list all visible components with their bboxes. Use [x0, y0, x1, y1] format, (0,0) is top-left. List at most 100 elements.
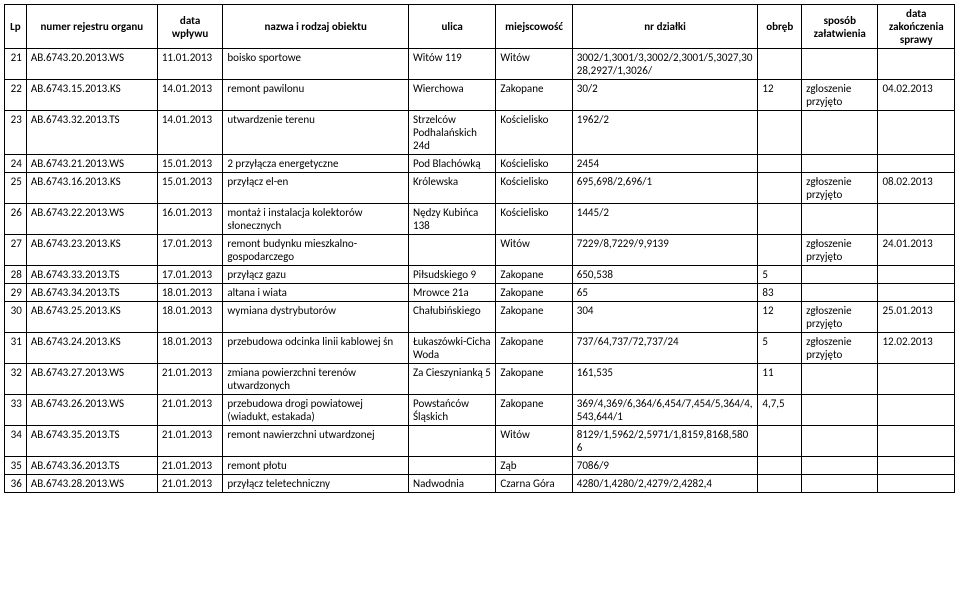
cell-dzialka: 3002/1,3001/3,3002/2,3001/5,3027,3028,29… — [572, 49, 758, 80]
cell-obreb: 12 — [758, 302, 802, 333]
col-data-zakonczenia: data zakończenia sprawy — [878, 5, 955, 49]
cell-nazwa: remont pawilonu — [223, 80, 409, 111]
cell-obreb — [758, 155, 802, 173]
registry-table: Lp numer rejestru organu data wpływu naz… — [4, 4, 955, 493]
cell-nr: AB.6743.36.2013.TS — [26, 457, 157, 475]
cell-sposob: zgłoszenie przyjęto — [802, 302, 878, 333]
cell-dzialka: 1962/2 — [572, 111, 758, 155]
table-row: 34AB.6743.35.2013.TS21.01.2013remont naw… — [5, 426, 955, 457]
col-nr-dzialki: nr działki — [572, 5, 758, 49]
table-row: 29AB.6743.34.2013.TS18.01.2013altana i w… — [5, 284, 955, 302]
cell-dzialka: 30/2 — [572, 80, 758, 111]
cell-miejsc: Zakopane — [496, 395, 572, 426]
cell-lp: 27 — [5, 235, 27, 266]
cell-d2 — [878, 49, 955, 80]
cell-obreb: 83 — [758, 284, 802, 302]
cell-obreb: 12 — [758, 80, 802, 111]
cell-ulica: Powstańców Śląskich — [409, 395, 496, 426]
cell-miejsc: Kościelisko — [496, 204, 572, 235]
cell-miejsc: Zakopane — [496, 302, 572, 333]
cell-nr: AB.6743.27.2013.WS — [26, 364, 157, 395]
table-body: 21AB.6743.20.2013.WS11.01.2013boisko spo… — [5, 49, 955, 493]
cell-obreb — [758, 426, 802, 457]
cell-lp: 29 — [5, 284, 27, 302]
cell-nazwa: boisko sportowe — [223, 49, 409, 80]
cell-sposob — [802, 364, 878, 395]
cell-d1: 18.01.2013 — [157, 333, 223, 364]
cell-d2 — [878, 111, 955, 155]
cell-lp: 36 — [5, 475, 27, 493]
cell-ulica: Pod Blachówką — [409, 155, 496, 173]
table-row: 35AB.6743.36.2013.TS21.01.2013remont pło… — [5, 457, 955, 475]
cell-ulica: Piłsudskiego 9 — [409, 266, 496, 284]
cell-nazwa: 2 przyłącza energetyczne — [223, 155, 409, 173]
cell-ulica: Strzelców Podhalańskich 24d — [409, 111, 496, 155]
cell-ulica: Mrowce 21a — [409, 284, 496, 302]
cell-miejsc: Witów — [496, 235, 572, 266]
cell-d2 — [878, 426, 955, 457]
table-row: 27AB.6743.23.2013.KS17.01.2013remont bud… — [5, 235, 955, 266]
cell-d1: 15.01.2013 — [157, 173, 223, 204]
cell-d1: 21.01.2013 — [157, 475, 223, 493]
cell-miejsc: Kościelisko — [496, 155, 572, 173]
cell-obreb — [758, 49, 802, 80]
cell-nazwa: przyłącz el-en — [223, 173, 409, 204]
cell-d2 — [878, 266, 955, 284]
cell-nr: AB.6743.35.2013.TS — [26, 426, 157, 457]
cell-ulica — [409, 235, 496, 266]
cell-nr: AB.6743.25.2013.KS — [26, 302, 157, 333]
cell-lp: 28 — [5, 266, 27, 284]
col-sposob: sposób załatwienia — [802, 5, 878, 49]
cell-nazwa: altana i wiata — [223, 284, 409, 302]
cell-nazwa: montaż i instalacja kolektorów słoneczny… — [223, 204, 409, 235]
cell-nr: AB.6743.34.2013.TS — [26, 284, 157, 302]
cell-nazwa: wymiana dystrybutorów — [223, 302, 409, 333]
cell-obreb — [758, 235, 802, 266]
cell-d2: 04.02.2013 — [878, 80, 955, 111]
col-nr: numer rejestru organu — [26, 5, 157, 49]
cell-nazwa: remont płotu — [223, 457, 409, 475]
table-row: 32AB.6743.27.2013.WS21.01.2013zmiana pow… — [5, 364, 955, 395]
cell-dzialka: 4280/1,4280/2,4279/2,4282,4 — [572, 475, 758, 493]
cell-miejsc: Zakopane — [496, 266, 572, 284]
cell-obreb — [758, 475, 802, 493]
table-header: Lp numer rejestru organu data wpływu naz… — [5, 5, 955, 49]
cell-lp: 30 — [5, 302, 27, 333]
cell-d1: 18.01.2013 — [157, 284, 223, 302]
cell-obreb — [758, 111, 802, 155]
cell-lp: 32 — [5, 364, 27, 395]
cell-obreb: 11 — [758, 364, 802, 395]
table-row: 22AB.6743.15.2013.KS14.01.2013remont paw… — [5, 80, 955, 111]
cell-miejsc: Kościelisko — [496, 111, 572, 155]
cell-miejsc: Zakopane — [496, 364, 572, 395]
cell-sposob — [802, 266, 878, 284]
table-row: 33AB.6743.26.2013.WS21.01.2013przebudowa… — [5, 395, 955, 426]
cell-sposob — [802, 475, 878, 493]
cell-nazwa: remont nawierzchni utwardzonej — [223, 426, 409, 457]
cell-d2 — [878, 284, 955, 302]
cell-miejsc: Ząb — [496, 457, 572, 475]
cell-nr: AB.6743.21.2013.WS — [26, 155, 157, 173]
cell-d2 — [878, 457, 955, 475]
cell-d1: 11.01.2013 — [157, 49, 223, 80]
cell-ulica: Królewska — [409, 173, 496, 204]
cell-miejsc: Witów — [496, 49, 572, 80]
cell-nazwa: przyłącz gazu — [223, 266, 409, 284]
cell-d1: 17.01.2013 — [157, 235, 223, 266]
col-miejscowosc: miejscowość — [496, 5, 572, 49]
cell-nr: AB.6743.28.2013.WS — [26, 475, 157, 493]
cell-ulica: Łukaszówki-Cicha Woda — [409, 333, 496, 364]
cell-dzialka: 65 — [572, 284, 758, 302]
cell-nr: AB.6743.20.2013.WS — [26, 49, 157, 80]
table-row: 25AB.6743.16.2013.KS15.01.2013przyłącz e… — [5, 173, 955, 204]
col-obreb: obręb — [758, 5, 802, 49]
cell-d1: 15.01.2013 — [157, 155, 223, 173]
cell-nazwa: przebudowa drogi powiatowej (wiadukt, es… — [223, 395, 409, 426]
cell-lp: 25 — [5, 173, 27, 204]
cell-miejsc: Zakopane — [496, 284, 572, 302]
cell-ulica: Wierchowa — [409, 80, 496, 111]
cell-nr: AB.6743.22.2013.WS — [26, 204, 157, 235]
cell-d1: 21.01.2013 — [157, 457, 223, 475]
col-ulica: ulica — [409, 5, 496, 49]
cell-lp: 24 — [5, 155, 27, 173]
